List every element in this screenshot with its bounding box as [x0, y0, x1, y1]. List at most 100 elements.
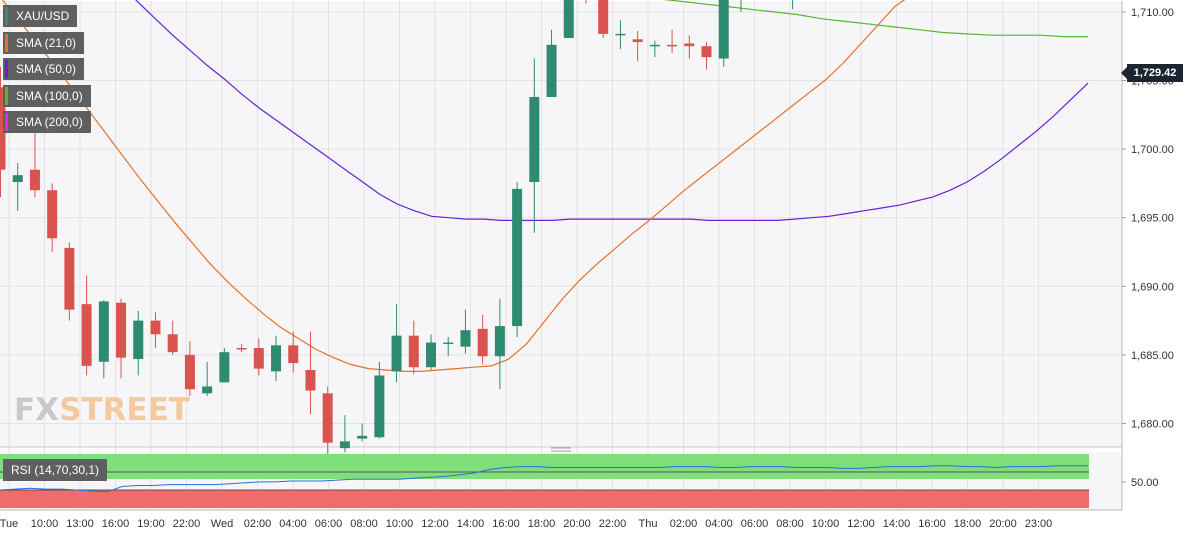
x-tick-label: 18:00 — [528, 518, 556, 530]
candle-body — [12, 175, 23, 183]
candle-body — [477, 328, 488, 357]
legend-sma200[interactable]: SMA (200,0) — [3, 111, 91, 133]
candle-body — [219, 352, 230, 383]
x-tick-label: 04:00 — [705, 518, 733, 530]
candle-body — [632, 39, 643, 43]
x-tick-label: 13:00 — [66, 518, 94, 530]
candle-body — [615, 33, 626, 36]
candle-body — [546, 44, 557, 97]
candle-body — [202, 386, 213, 394]
candle-body — [529, 96, 540, 183]
x-tick-label: 12:00 — [847, 518, 875, 530]
legend-sma100[interactable]: SMA (100,0) — [3, 84, 91, 107]
candle-body — [426, 342, 436, 368]
x-tick-label: 02:00 — [244, 518, 272, 530]
x-tick-label: Thu — [639, 518, 658, 530]
candle-body — [81, 304, 92, 366]
candle-body — [684, 43, 695, 47]
sma21-line — [1, 0, 906, 372]
candle-body — [288, 345, 299, 364]
candle-body — [667, 44, 678, 47]
legend-sma200-label: SMA (200,0) — [16, 115, 83, 129]
y-tick-label: 1,680.00 — [1131, 419, 1174, 431]
candle-body — [357, 435, 368, 439]
last-price-badge: 1,729.42 — [1121, 64, 1183, 82]
candle-body — [29, 169, 40, 191]
x-tick-label: 10:00 — [31, 518, 59, 530]
candle-body — [116, 302, 127, 358]
sma50-line — [135, 0, 1089, 221]
x-tick-label: 16:00 — [918, 518, 946, 530]
legend-sma21[interactable]: SMA (21,0) — [3, 31, 85, 54]
candle-body — [167, 334, 178, 353]
y-tick-label: 1,700.00 — [1131, 144, 1174, 156]
candle-body — [253, 348, 264, 369]
legend-sma50-label: SMA (50,0) — [16, 62, 77, 76]
x-tick-label: 08:00 — [776, 518, 804, 530]
candle-body — [598, 0, 609, 34]
sma100-line — [663, 0, 1088, 38]
candle-body — [322, 393, 333, 443]
candle-body — [443, 342, 454, 345]
candle-body — [133, 320, 144, 360]
plot-background — [0, 1, 1122, 447]
x-tick-label: 20:00 — [563, 518, 591, 530]
y-tick-label: 1,710.00 — [1131, 7, 1174, 19]
candle-body — [339, 441, 350, 449]
x-tick-label: 19:00 — [137, 518, 165, 530]
candle-body — [494, 326, 505, 357]
candle-body — [236, 348, 247, 350]
sma100-swatch — [5, 86, 8, 105]
candle-body — [305, 369, 316, 391]
candle-body — [0, 87, 6, 170]
candle-body — [701, 46, 712, 58]
x-tick-label: 06:00 — [741, 518, 769, 530]
legend-sma50[interactable]: SMA (50,0) — [3, 58, 85, 80]
x-tick-label: 22:00 — [173, 518, 201, 530]
x-tick-label: Tue — [0, 518, 18, 530]
legend-sma21-label: SMA (21,0) — [16, 35, 77, 50]
rsi-line — [0, 465, 1088, 493]
x-tick-label: 20:00 — [989, 518, 1017, 530]
x-tick-label: 14:00 — [883, 518, 911, 530]
candle-body — [184, 354, 195, 390]
rsi-tick-label: 50.00 — [1131, 477, 1159, 489]
rsi-legend-label[interactable]: RSI (14,70,30,1) — [3, 459, 108, 481]
x-tick-label: 16:00 — [102, 518, 130, 530]
candle-body — [460, 330, 471, 347]
candle-body — [512, 188, 523, 327]
y-tick-label: 1,695.00 — [1131, 213, 1174, 225]
legend-symbol-label: XAU/USD — [16, 9, 70, 23]
x-tick-label: 08:00 — [350, 518, 378, 530]
rsi-oversold-band — [0, 490, 1089, 508]
candle-body — [391, 335, 402, 372]
sma50-swatch — [5, 60, 8, 78]
legend-sma100-label: SMA (100,0) — [16, 88, 83, 103]
x-tick-label: 18:00 — [954, 518, 982, 530]
y-tick-label: 1,685.00 — [1131, 350, 1174, 362]
x-tick-label: 02:00 — [670, 518, 698, 530]
x-tick-label: Wed — [211, 518, 233, 530]
legend-symbol[interactable]: XAU/USD — [3, 5, 78, 27]
sma21-swatch — [5, 33, 8, 52]
x-tick-label: 10:00 — [386, 518, 414, 530]
symbol-swatch — [5, 7, 8, 25]
x-tick-label: 22:00 — [599, 518, 627, 530]
candle-body — [271, 345, 282, 372]
x-tick-label: 06:00 — [315, 518, 343, 530]
sma200-swatch — [5, 113, 8, 131]
x-tick-label: 04:00 — [279, 518, 307, 530]
x-tick-label: 23:00 — [1025, 518, 1053, 530]
candle-body — [64, 247, 75, 310]
candle-body — [374, 375, 385, 438]
x-tick-label: 10:00 — [812, 518, 840, 530]
candle-body — [150, 320, 161, 335]
x-tick-label: 14:00 — [457, 518, 485, 530]
fxstreet-watermark-logo: FXSTREET — [14, 392, 190, 428]
candle-body — [47, 190, 58, 239]
candle-body — [718, 0, 729, 59]
candle-body — [563, 0, 574, 38]
y-tick-label: 1,690.00 — [1131, 281, 1174, 293]
